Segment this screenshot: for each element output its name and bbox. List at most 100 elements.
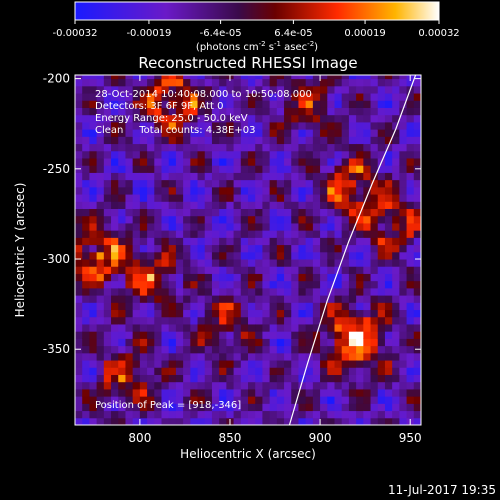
heatmap-cell (125, 280, 134, 289)
heatmap-cell (334, 302, 343, 311)
heatmap-cell (276, 165, 285, 173)
heatmap-cell (204, 338, 213, 347)
heatmap-cell (334, 374, 343, 383)
heatmap-cell (269, 309, 278, 318)
heatmap-cell (348, 302, 357, 311)
heatmap-cell (183, 388, 191, 397)
heatmap-cell (168, 100, 177, 108)
heatmap-cell (240, 114, 249, 123)
heatmap-cell (348, 367, 357, 375)
heatmap-cell (406, 129, 415, 137)
heatmap-cell (392, 150, 400, 159)
heatmap-cell (190, 230, 199, 238)
heatmap-cell (384, 287, 393, 296)
heatmap-cell (377, 208, 386, 217)
heatmap-cell (298, 323, 307, 332)
heatmap-cell (197, 114, 206, 123)
heatmap-cell (269, 259, 278, 267)
heatmap-cell (255, 367, 263, 375)
heatmap-cell (233, 381, 242, 390)
heatmap-cell (103, 345, 112, 354)
heatmap-cell (291, 302, 299, 311)
heatmap-cell (82, 179, 90, 188)
heatmap-cell (111, 143, 119, 152)
heatmap-cell (348, 129, 357, 137)
heatmap-cell (111, 266, 119, 274)
heatmap-cell (168, 259, 177, 267)
heatmap-cell (248, 215, 256, 224)
heatmap-cell (118, 381, 126, 390)
heatmap-cell (226, 85, 235, 94)
heatmap-cell (370, 201, 379, 210)
heatmap-cell (370, 194, 379, 202)
heatmap-cell (197, 259, 206, 267)
solar-limb-line (288, 75, 417, 425)
heatmap-cell (248, 93, 256, 101)
heatmap-cell (211, 194, 220, 202)
heatmap-cell (161, 179, 170, 188)
heatmap-cell (298, 302, 307, 311)
info-line-energy: Energy Range: 25.0 - 50.0 keV (95, 113, 248, 124)
heatmap-cell (363, 136, 372, 145)
heatmap-cell (82, 230, 90, 238)
heatmap-cell (320, 316, 328, 325)
heatmap-cell (226, 410, 235, 419)
heatmap-cell (190, 107, 199, 116)
heatmap-cell (226, 107, 235, 116)
heatmap-cell (348, 100, 357, 108)
heatmap-cell (197, 309, 206, 318)
heatmap-cell (139, 374, 148, 383)
heatmap-cell (204, 302, 213, 311)
heatmap-cell (384, 114, 393, 123)
heatmap-cell (219, 93, 227, 101)
heatmap-cell (219, 295, 227, 303)
heatmap-cell (125, 244, 134, 253)
heatmap-cell (334, 85, 343, 94)
heatmap-cell (399, 100, 408, 108)
x-tick-label: 850 (219, 431, 242, 445)
heatmap-cell (291, 136, 299, 145)
heatmap-cell (103, 403, 112, 412)
heatmap-cell (139, 251, 148, 260)
heatmap-cell (233, 230, 242, 238)
heatmap-cell (125, 93, 134, 101)
heatmap-cell (363, 230, 372, 238)
heatmap-cell (226, 302, 235, 311)
heatmap-cell (262, 75, 271, 80)
heatmap-cell (96, 114, 105, 123)
heatmap-cell (190, 381, 199, 390)
heatmap-cell (348, 295, 357, 303)
heatmap-cell (255, 259, 263, 267)
heatmap-cell (298, 266, 307, 274)
heatmap-cell (132, 208, 141, 217)
heatmap-cell (298, 93, 307, 101)
heatmap-cell (255, 179, 263, 188)
heatmap-cell (377, 338, 386, 347)
heatmap-cell (82, 287, 90, 296)
heatmap-cell (305, 230, 314, 238)
heatmap-cell (276, 295, 285, 303)
heatmap-cell (103, 273, 112, 282)
heatmap-cell (255, 323, 263, 332)
heatmap-cell (147, 360, 155, 368)
heatmap-cell (240, 345, 249, 354)
heatmap-cell (190, 136, 199, 145)
heatmap-cell (103, 388, 112, 397)
heatmap-cell (399, 75, 408, 80)
heatmap-cell (298, 316, 307, 325)
heatmap-cell (75, 323, 83, 332)
heatmap-cell (204, 208, 213, 217)
heatmap-cell (255, 136, 263, 145)
heatmap-cell (161, 338, 170, 347)
heatmap-cell (147, 179, 155, 188)
heatmap-cell (118, 374, 126, 383)
heatmap-cell (269, 179, 278, 188)
heatmap-cell (118, 129, 126, 137)
heatmap-cell (341, 417, 350, 425)
heatmap-cell (147, 121, 155, 130)
heatmap-cell (413, 208, 421, 217)
heatmap-cell (327, 403, 335, 412)
heatmap-cell (111, 345, 119, 354)
heatmap-cell (269, 143, 278, 152)
heatmap-cell (96, 367, 105, 375)
